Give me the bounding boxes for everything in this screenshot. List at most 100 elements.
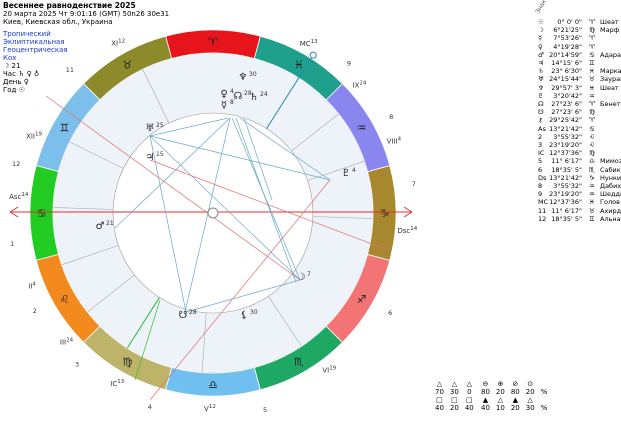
house-cusp [291,113,339,152]
table-cell: ♓ [589,67,595,76]
stats-cell: △ [451,380,458,388]
setting: Тропический [3,30,51,38]
table-cell: 29°57' 3" [551,83,582,92]
table-cell: ♑ [589,173,595,182]
house-cusp [142,69,170,124]
planet-glyph: ♄ [250,92,259,103]
stats-cell: ⊕ [497,380,504,388]
table-cell: 2 [538,132,543,141]
house-number: 6 [388,309,392,317]
cusp-degree: 12 [118,39,125,45]
cusp-label: IX24 [353,80,367,89]
setting: Геоцентрическая [3,46,68,54]
planet-glyph: ⚸ [240,310,247,321]
table-cell: 27°23' 6" [551,100,582,108]
table-cell: 11 [538,206,547,215]
table-cell: 23°19'20" [549,141,582,149]
planet-glyph: ☊ [234,91,243,102]
table-cell: Ахирд [600,206,621,215]
planet-glyph: ♃ [146,152,155,163]
table-cell: ♈ [589,42,595,51]
table-cell: ⚷ [538,116,543,125]
table-cell: ♓ [589,198,595,207]
stats-row: □ □ □ [432,396,477,404]
planet-degree: 8 [230,99,234,106]
cusp-name: III [60,339,66,347]
table-cell: 12°37'36" [549,149,582,158]
aspect-line [149,135,187,313]
cusp-name: XI [111,40,118,48]
table-cell: Голов [600,198,620,207]
house-number: 4 [148,403,152,411]
aspect-line [184,117,231,313]
table-cell: ♈ [589,18,595,26]
cusp-degree: 4 [32,282,36,288]
planet-degree: 25 [156,122,164,129]
table-cell: ♈ [589,116,595,125]
sign-segment [253,35,343,101]
house-number: 11 [66,66,74,74]
house-cusp [312,216,373,219]
cusp-degree: 24 [66,338,73,344]
planet-degree: 28 [189,309,197,316]
stats-cell: □ [451,396,458,404]
cusp-name: XII [26,133,35,141]
table-cell: 11° 6'17" [551,157,582,166]
table-cell: ♍ [589,149,595,158]
table-cell: ♈ [589,100,595,108]
aspect-line [45,95,301,281]
table-cell: 3°55'32" [553,182,582,190]
stats-cell: 20 [525,388,535,396]
table-cell: ♍ [589,108,595,117]
cusp-label: MC13 [300,39,318,48]
aspect-line [243,117,273,201]
title: Весеннее равноденствие 2025 [3,1,136,10]
cusp-degree: 14 [21,192,28,198]
table-cell: ♅ [538,75,544,84]
table-cell: 13°21'42" [549,173,582,182]
table-cell: ♃ [538,59,544,67]
table-cell: ♂ [538,50,544,59]
sign-glyph: ♒ [357,121,367,134]
stats-row: 80 20 80 20% [478,388,550,396]
ruler: День ♀ [3,78,29,86]
table-cell: Нунки [600,173,621,182]
stats-cell: 30 [525,404,535,412]
aspect-line [149,117,229,137]
stats-cell: ▲ [512,396,518,404]
table-cell: Марка [600,67,621,76]
planet-glyph: ♅ [146,123,155,134]
planet-degree: 24 [260,91,268,98]
cusp-degree: 14 [410,226,417,232]
sign-glyph: ♍ [122,356,132,369]
stats-row: 40 20 40 [432,404,477,412]
cusp-label: III24 [60,338,74,347]
cusp-label: VI19 [322,366,336,375]
table-cell: Адара [600,50,621,59]
stats-cell: % [540,388,548,396]
cusp-name: II [28,283,32,291]
sign-glyph: ♉ [122,58,132,71]
stats-cell: ⊖ [482,380,489,388]
table-cell: Шеат [600,83,619,92]
stats-cell: △ [436,380,443,388]
stats-cell: 40 [481,404,490,412]
aspect-line [235,117,297,283]
stats-cell: □ [465,396,473,404]
table-cell: ♒ [589,190,595,199]
house-number: 12 [12,160,20,168]
stats-cell: 20 [495,388,505,396]
table-header: Знак [534,0,548,16]
table-cell: 20°14'59" [549,50,582,59]
table-cell: 12 [538,214,547,223]
planet-glyph: ☽ [297,272,306,283]
table-cell: 4°19'28" [553,42,582,51]
cusp-label: V12 [204,404,216,413]
house-cusp [201,312,207,373]
cusp-name: Dsc [397,227,410,235]
house-number: 7 [412,180,416,188]
planet-glyph: ♇ [342,168,351,179]
table-cell: 7°53'26" [553,34,582,43]
planet-degree: 15 [156,151,164,158]
